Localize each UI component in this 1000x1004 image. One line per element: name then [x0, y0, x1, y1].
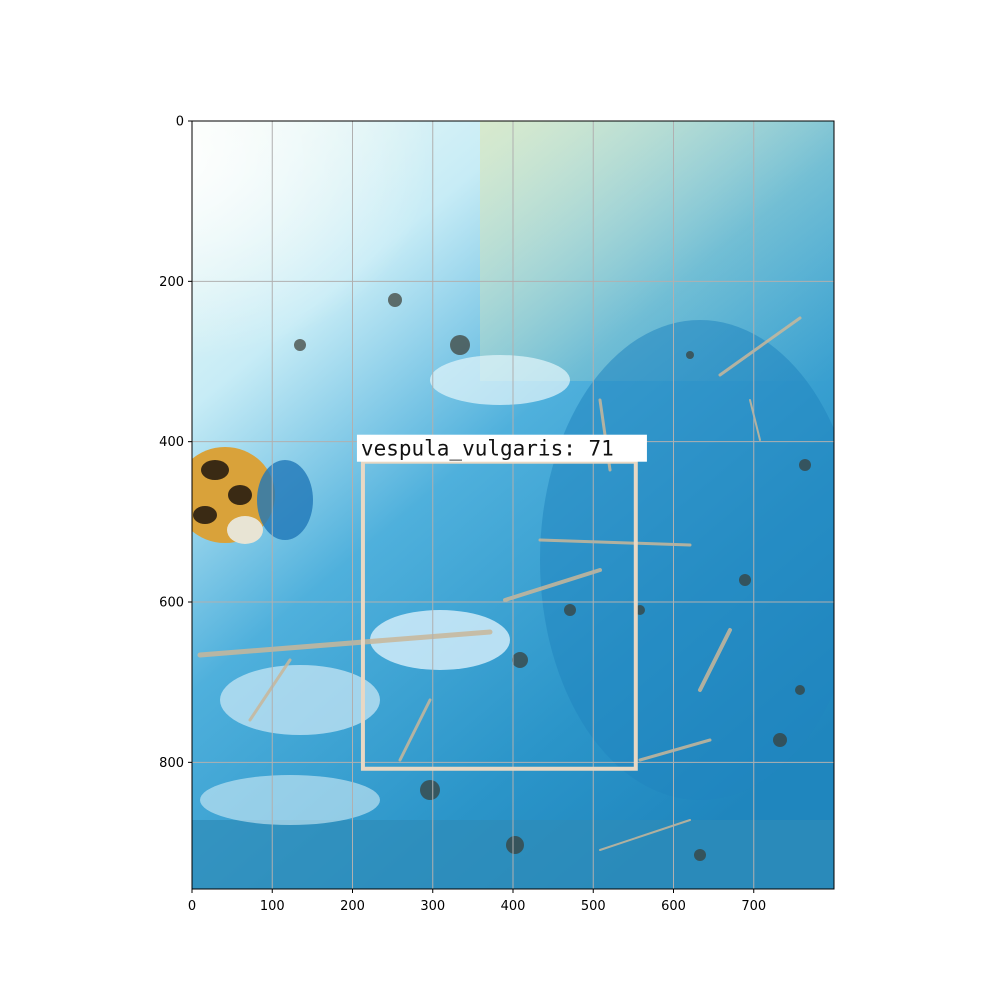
x-tick-label: 700 — [741, 899, 766, 914]
x-tick-label: 300 — [420, 899, 445, 914]
wasp — [192, 447, 313, 544]
bounding-box-label-bg — [356, 434, 647, 462]
bounding-box-label: vespula_vulgaris: 71 — [361, 437, 614, 461]
x-tick-label: 100 — [260, 899, 285, 914]
photo-reflection — [370, 610, 510, 670]
detection-0: vespula_vulgaris: 71 — [356, 434, 647, 771]
x-tick-label: 600 — [661, 899, 686, 914]
x-tick-label: 500 — [581, 899, 606, 914]
x-tick-label: 200 — [340, 899, 365, 914]
photo-deep-water — [540, 320, 834, 800]
photo-reflection — [220, 665, 380, 735]
x-tick-label: 400 — [501, 899, 526, 914]
x-tick-label: 0 — [188, 899, 196, 914]
debris — [197, 316, 802, 851]
detections: vespula_vulgaris: 71 — [356, 434, 647, 771]
y-tick-label: 200 — [159, 275, 184, 290]
photo — [192, 121, 834, 889]
y-tick-label: 0 — [176, 115, 184, 130]
y-axis: 0 200 400 600 800 — [159, 115, 192, 771]
y-tick-label: 600 — [159, 596, 184, 611]
photo-reflection — [200, 775, 380, 825]
y-tick-label: 400 — [159, 435, 184, 450]
y-tick-label: 800 — [159, 756, 184, 771]
photo-reflection — [430, 355, 570, 405]
x-axis: 0 100 200 300 400 500 600 700 — [188, 889, 766, 914]
